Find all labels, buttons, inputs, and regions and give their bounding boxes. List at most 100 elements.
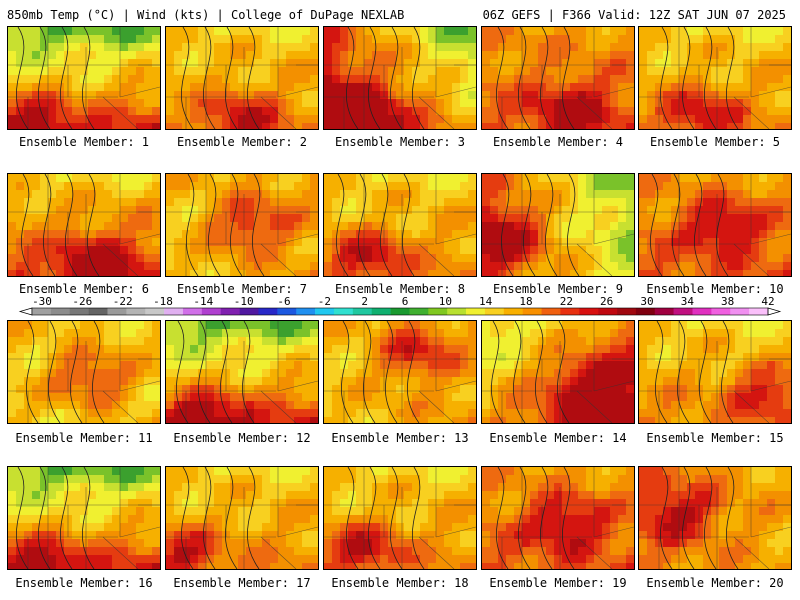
colorbar-bin [635, 308, 656, 315]
colorbar-bin [333, 308, 354, 315]
ensemble-member-label: Ensemble Member: 18 [331, 576, 469, 590]
colorbar-bin [258, 308, 278, 315]
colorbar-tick-label: 26 [600, 296, 613, 308]
colorbar-bin [145, 308, 165, 315]
ensemble-panel-19 [481, 466, 635, 570]
colorbar-bin [466, 308, 486, 315]
colorbar-bin [541, 308, 561, 315]
colorbar-bin [164, 308, 184, 315]
ensemble-panel-8 [323, 173, 477, 277]
ensemble-member-label: Ensemble Member: 1 [18, 135, 150, 149]
ensemble-panel-4 [481, 26, 635, 130]
colorbar-bin [296, 308, 316, 315]
colorbar-tick-label: 30 [640, 296, 653, 308]
ensemble-member-label: Ensemble Member: 9 [492, 282, 624, 296]
colorbar-tick-label: -2 [318, 296, 331, 308]
colorbar-bin [692, 308, 712, 315]
ensemble-panel-20 [638, 466, 792, 570]
colorbar-tick-label: -22 [113, 296, 133, 308]
colorbar-bin [69, 308, 89, 315]
ensemble-member-label: Ensemble Member: 19 [489, 576, 627, 590]
colorbar-bin [522, 308, 542, 315]
colorbar-bin [220, 308, 240, 315]
colorbar-bin [50, 308, 71, 315]
ensemble-panel-6 [7, 173, 161, 277]
colorbar-bin [503, 308, 523, 315]
temperature-map [324, 321, 476, 423]
temperature-colorbar: -30 -26 -22 -18 -14 -10 -6 -2 2 6 10 14 18 22 26 30 34 38… [18, 296, 782, 316]
colorbar-bin [390, 308, 410, 315]
ensemble-member-label: Ensemble Member: 10 [646, 282, 784, 296]
colorbar-tick-label: 14 [479, 296, 493, 308]
colorbar-bin [32, 308, 52, 315]
valid-time: 06Z GEFS | F366 Valid: 12Z SAT JUN 07 20… [482, 8, 786, 22]
ensemble-panel-17 [165, 466, 319, 570]
colorbar-bin [579, 308, 599, 315]
ensemble-member-label: Ensemble Member: 5 [649, 135, 781, 149]
colorbar-bin [182, 308, 203, 315]
ensemble-member-label: Ensemble Member: 6 [18, 282, 150, 296]
colorbar-tick-label: 2 [361, 296, 368, 308]
temperature-map [8, 27, 160, 129]
colorbar-bin [617, 308, 637, 315]
temperature-map [8, 174, 160, 276]
colorbar-tick-label: 10 [439, 296, 452, 308]
ensemble-panel-5 [638, 26, 792, 130]
colorbar-tick-label: -30 [32, 296, 52, 308]
temperature-map [639, 27, 791, 129]
ensemble-panel-10 [638, 173, 792, 277]
ensemble-member-label: Ensemble Member: 3 [334, 135, 466, 149]
colorbar-bin [239, 308, 259, 315]
temperature-map [8, 467, 160, 569]
ensemble-panel-18 [323, 466, 477, 570]
colorbar-tick-label: -14 [193, 296, 213, 308]
colorbar-bin [484, 308, 505, 315]
ensemble-panel-1 [7, 26, 161, 130]
temperature-map [482, 27, 634, 129]
colorbar-bin [371, 308, 391, 315]
colorbar-tick-label: -6 [277, 296, 290, 308]
temperature-map [8, 321, 160, 423]
ensemble-panel-11 [7, 320, 161, 424]
colorbar-bin [107, 308, 127, 315]
map-title: 850mb Temp (°C) | Wind (kts) | College o… [7, 8, 405, 22]
temperature-map [166, 174, 318, 276]
temperature-map [166, 27, 318, 129]
colorbar-bin [277, 308, 297, 315]
ensemble-member-label: Ensemble Member: 11 [15, 431, 153, 445]
temperature-map [639, 174, 791, 276]
colorbar-bin [201, 308, 222, 315]
colorbar-bin [88, 308, 108, 315]
ensemble-panel-15 [638, 320, 792, 424]
ensemble-member-label: Ensemble Member: 12 [173, 431, 311, 445]
colorbar-bin [352, 308, 372, 315]
colorbar-bin [126, 308, 146, 315]
colorbar-arrow-right [767, 307, 782, 316]
colorbar-tick-label: 22 [560, 296, 573, 308]
colorbar-bin [673, 308, 693, 315]
colorbar-bin [409, 308, 429, 315]
colorbar-bin [315, 308, 335, 315]
temperature-map [482, 174, 634, 276]
colorbar-tick-label: 38 [721, 296, 734, 308]
colorbar-tick-label: -26 [72, 296, 92, 308]
temperature-map [324, 174, 476, 276]
colorbar-tick-label: 6 [402, 296, 409, 308]
colorbar-tick-label: 34 [681, 296, 695, 308]
ensemble-member-label: Ensemble Member: 4 [492, 135, 624, 149]
ensemble-panel-14 [481, 320, 635, 424]
ensemble-member-label: Ensemble Member: 16 [15, 576, 153, 590]
colorbar-bin [560, 308, 580, 315]
ensemble-member-label: Ensemble Member: 17 [173, 576, 311, 590]
ensemble-panel-12 [165, 320, 319, 424]
colorbar-bin [711, 308, 731, 315]
ensemble-member-label: Ensemble Member: 2 [176, 135, 308, 149]
temperature-map [639, 321, 791, 423]
ensemble-panel-3 [323, 26, 477, 130]
colorbar-tick-label: -10 [234, 296, 254, 308]
ensemble-panel-9 [481, 173, 635, 277]
temperature-map [166, 467, 318, 569]
colorbar-tick-label: -18 [153, 296, 173, 308]
ensemble-member-label: Ensemble Member: 20 [646, 576, 784, 590]
colorbar-bin [428, 308, 448, 315]
